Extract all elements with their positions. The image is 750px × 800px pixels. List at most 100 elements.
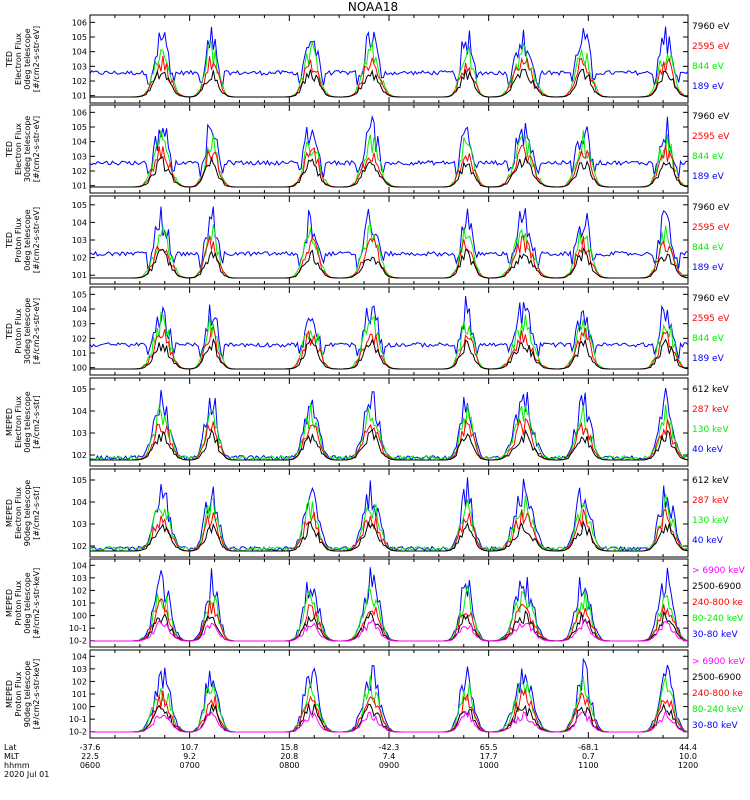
- legend-entry: 2595 eV: [692, 223, 730, 233]
- series-trace: [90, 326, 689, 370]
- y-tick-label: 102: [72, 167, 87, 176]
- series-trace: [89, 477, 689, 553]
- x-tick-label: 1000: [478, 761, 498, 770]
- panel-5: 102 103 104 105 MEPED Electron Flux 0deg teles…: [5, 377, 729, 467]
- legend: > 6900 keV 2500-6900 240-800 ke 80-240 keV 3…: [692, 566, 746, 640]
- data-traces: [89, 206, 689, 279]
- y-tick-label: 103: [72, 574, 87, 583]
- y-label-line: [#/cm2-s-str-keV]: [32, 659, 41, 730]
- data-traces: [89, 114, 689, 188]
- panel-frame: [89, 195, 689, 285]
- y-label-line: MEPED: [5, 408, 14, 436]
- y-label-line: MEPED: [5, 589, 14, 617]
- y-tick-label: 10-1: [69, 624, 87, 633]
- legend: 612 keV 287 keV 130 keV 40 keV: [692, 385, 729, 455]
- x-tick-label: 17.7: [480, 752, 498, 761]
- y-label-line: TED: [5, 51, 14, 68]
- series-trace: [90, 337, 689, 370]
- y-label-line: 0deg telescope: [23, 209, 32, 270]
- series-trace: [90, 223, 689, 279]
- y-label-line: Proton Flux: [14, 671, 23, 716]
- x-tick-label: 10.7: [181, 743, 199, 752]
- panel-7: 10-2 10-1 100 101 102 103 104 MEPED Proton Flux 0…: [5, 558, 746, 648]
- y-tick-label: 102: [72, 77, 87, 86]
- x-tick-label: 0700: [179, 761, 199, 770]
- y-tick-label: 10-2: [69, 637, 87, 646]
- x-row-label: hhmm: [4, 761, 30, 770]
- y-tick-label: 104: [72, 218, 87, 227]
- legend-entry: 80-240 keV: [692, 614, 744, 624]
- y-label-line: 0deg telescope: [23, 572, 32, 633]
- y-label-line: 30deg telescope: [23, 298, 32, 365]
- y-tick-label: 106: [72, 18, 87, 27]
- legend-entry: 30-80 keV: [692, 630, 738, 640]
- x-tick-label: 0800: [279, 761, 299, 770]
- series-trace: [90, 144, 689, 188]
- y-label-line: TED: [5, 323, 14, 340]
- legend-entry: 844 eV: [692, 334, 725, 344]
- y-tick-label: 101: [72, 92, 87, 101]
- series-trace: [90, 657, 689, 733]
- y-tick-label: 103: [72, 665, 87, 674]
- y-tick-label: 105: [72, 476, 87, 485]
- y-tick-label: 105: [72, 201, 87, 210]
- date-label: 2020 Jul 01: [4, 770, 49, 779]
- y-label-line: TED: [5, 232, 14, 249]
- legend: > 6900 keV 2500-6900 240-800 ke 80-240 keV 3…: [692, 657, 746, 731]
- series-trace: [90, 708, 689, 733]
- y-label-line: Electron Flux: [14, 33, 23, 85]
- panel-frame: [89, 14, 689, 104]
- y-tick-label: 101: [72, 599, 87, 608]
- legend-entry: > 6900 keV: [692, 657, 746, 667]
- y-axis-label: TED Electron Flux 0deg telescope [#/cm2-s-s…: [5, 26, 41, 92]
- legend: 7960 eV 2595 eV 844 eV 189 eV: [692, 22, 730, 92]
- x-tick-label: -42.3: [379, 743, 400, 752]
- x-tick-label: 7.4: [383, 752, 396, 761]
- legend-entry: 844 eV: [692, 62, 725, 72]
- y-tick-label: 101: [72, 690, 87, 699]
- panel-frame: [89, 468, 689, 558]
- y-tick-label: 102: [72, 334, 87, 343]
- y-tick-label: 102: [72, 542, 87, 551]
- y-tick-label: 100: [72, 703, 87, 712]
- legend-entry: 189 eV: [692, 82, 725, 92]
- y-tick-label: 102: [72, 254, 87, 263]
- y-tick-label: 104: [72, 498, 87, 507]
- series-trace: [89, 296, 689, 360]
- y-label-line: Proton Flux: [14, 580, 23, 625]
- y-tick-label: 100: [72, 612, 87, 621]
- panel-6: 102 103 104 105 MEPED Electron Flux 90deg tele…: [5, 468, 729, 558]
- x-tick-label: 0900: [379, 761, 399, 770]
- y-tick-label: 103: [72, 520, 87, 529]
- y-tick-label: 103: [72, 320, 87, 329]
- series-trace: [90, 40, 689, 98]
- series-trace: [90, 520, 689, 552]
- series-trace: [90, 585, 689, 642]
- legend-entry: 40 keV: [692, 445, 724, 455]
- data-traces: [89, 388, 689, 461]
- y-tick-label: 101: [72, 349, 87, 358]
- panel-frame: [89, 377, 689, 467]
- y-label-line: 90deg telescope: [23, 661, 32, 728]
- y-tick-label: 101: [72, 182, 87, 191]
- y-axis-label: MEPED Electron Flux 0deg telescope [#/cm2-s…: [5, 391, 41, 452]
- y-label-line: 0deg telescope: [23, 391, 32, 452]
- series-trace: [89, 206, 689, 270]
- legend-entry: 130 keV: [692, 516, 729, 526]
- panel-2: 101 102 103 104 105 106 TED Electron Flux 30deg …: [5, 104, 730, 194]
- y-tick-label: 105: [72, 290, 87, 299]
- y-tick-label: 103: [72, 62, 87, 71]
- y-label-line: TED: [5, 141, 14, 158]
- panel-frame: [89, 104, 689, 194]
- y-tick-label: 103: [72, 236, 87, 245]
- legend: 7960 eV 2595 eV 844 eV 189 eV: [692, 294, 730, 364]
- panel-8: 10-2 10-1 100 101 102 103 104 MEPED Proton Flux 9…: [5, 649, 746, 739]
- legend-entry: 189 eV: [692, 263, 725, 273]
- legend-entry: 844 eV: [692, 243, 725, 253]
- y-label-line: MEPED: [5, 499, 14, 527]
- data-traces: [90, 567, 689, 642]
- y-label-line: 90deg telescope: [23, 480, 32, 547]
- x-tick-label: 0600: [80, 761, 100, 770]
- y-tick-label: 102: [72, 451, 87, 460]
